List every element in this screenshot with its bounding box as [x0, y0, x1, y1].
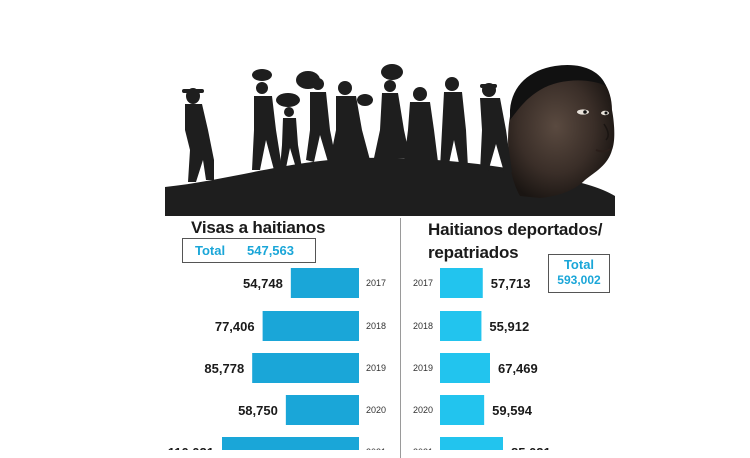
deportations-total-label: Total	[563, 257, 595, 272]
deportations-title-line1: Haitianos deportados/	[428, 220, 603, 239]
deportations-total-box: Total 593,002	[548, 254, 610, 293]
visas-bar-2018	[262, 311, 359, 341]
deportations-year-2019: 2019	[413, 363, 433, 373]
deportations-year-2018: 2018	[413, 321, 433, 331]
visas-value-2021: 110,021	[168, 445, 214, 450]
deportations-bar-2018	[440, 311, 482, 341]
visas-total-box: Total 547,563	[182, 238, 316, 263]
deportations-year-2021: 2021	[413, 447, 433, 450]
migrants-silhouette-banner	[165, 64, 615, 216]
deportations-bar-2021	[440, 437, 503, 450]
visas-total-value: 547,563	[247, 243, 294, 258]
deportations-year-2017: 2017	[413, 278, 433, 288]
deportations-value-2021: 85,021	[511, 445, 551, 450]
visas-value-2017: 54,748	[243, 276, 283, 291]
deportations-title-line2: repatriados	[428, 243, 519, 262]
visas-year-2017: 2017	[366, 278, 386, 288]
deportations-value-2019: 67,469	[498, 361, 538, 376]
visas-total-label: Total	[195, 243, 226, 258]
visas-year-2020: 2020	[366, 405, 386, 415]
deportations-value-2017: 57,713	[491, 276, 531, 291]
visas-value-2018: 77,406	[215, 319, 255, 334]
visas-bar-2020	[285, 395, 359, 425]
deportations-value-2018: 55,912	[489, 319, 529, 334]
child-face-image	[508, 64, 615, 198]
visas-value-2019: 85,778	[204, 361, 244, 376]
visas-bar-2017	[290, 268, 359, 298]
deportations-bar-2017	[440, 268, 483, 298]
visas-year-2021: 2021	[366, 447, 386, 450]
visas-year-2019: 2019	[366, 363, 386, 373]
deportations-year-2020: 2020	[413, 405, 433, 415]
deportations-value-2020: 59,594	[492, 403, 533, 418]
deportations-bar-2020	[440, 395, 485, 425]
visas-year-2018: 2018	[366, 321, 386, 331]
hill-shape	[165, 157, 615, 216]
deportations-title: Haitianos deportados/ repatriados	[428, 218, 603, 264]
visas-value-2020: 58,750	[238, 403, 278, 418]
visas-bar-2021	[222, 437, 359, 450]
visas-bar-2019	[252, 353, 359, 383]
deportations-bar-2019	[440, 353, 490, 383]
visas-title: Visas a haitianos	[191, 218, 326, 237]
deportations-total-value: 593,002	[557, 273, 601, 287]
panel-divider	[400, 218, 401, 458]
walking-figures	[182, 64, 512, 182]
